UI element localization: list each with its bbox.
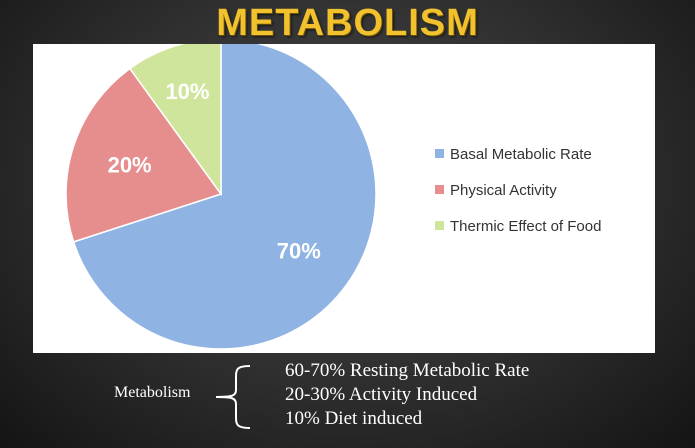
legend-swatch [435, 221, 444, 230]
chart-panel: 70% 20% 10% Basal Metabolic Rate Physical Ac… [33, 44, 655, 353]
summary-line: 60-70% Resting Metabolic Rate [285, 360, 530, 381]
legend-swatch [435, 185, 444, 194]
curly-brace-icon [215, 365, 251, 429]
pie-data-label: 10% [165, 79, 209, 104]
pie-chart: 70% 20% 10% Basal Metabolic Rate Physical Ac… [65, 44, 601, 350]
pie-slice-basal-metabolic-rate [72, 44, 377, 350]
legend-label: Physical Activity [450, 182, 557, 199]
pie-data-label: 20% [108, 152, 152, 177]
page-title: METABOLISM [216, 2, 479, 44]
pie-data-label: 70% [277, 238, 321, 263]
legend-label: Basal Metabolic Rate [450, 146, 592, 163]
summary-lines: 60-70% Resting Metabolic Rate 20-30% Act… [285, 359, 529, 431]
legend-label: Thermic Effect of Food [450, 218, 601, 235]
summary-line: 10% Diet induced [285, 408, 423, 429]
pie-slice-thermic-effect-of-food [128, 44, 222, 197]
summary-line: 20-30% Activity Induced [285, 384, 478, 405]
legend-swatch [435, 149, 444, 158]
metabolism-label: Metabolism [114, 384, 191, 401]
pie-slice-physical-activity [65, 67, 223, 243]
